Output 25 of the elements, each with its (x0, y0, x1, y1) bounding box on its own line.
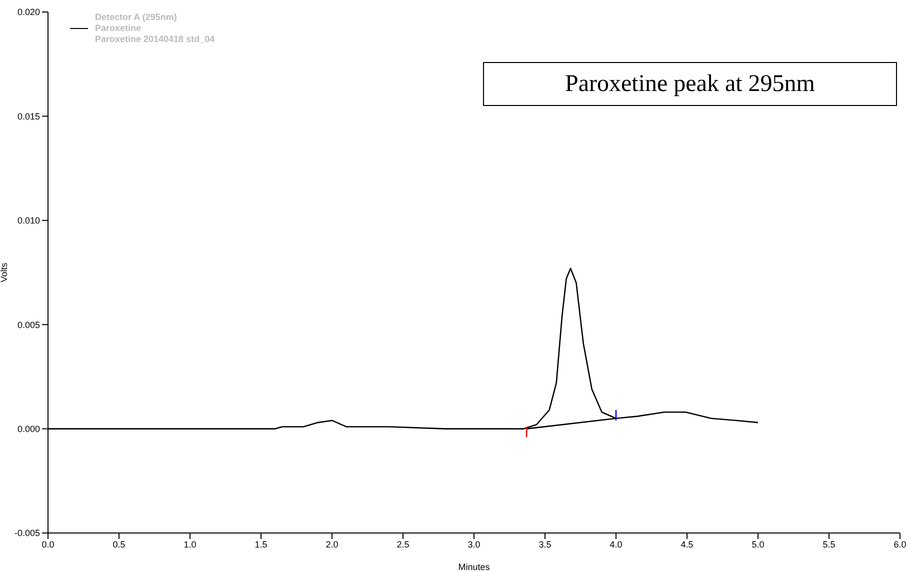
x-tick-label: 2.0 (326, 539, 338, 550)
x-tick-label: 6.0 (894, 539, 906, 550)
x-tick-label: 2.5 (396, 539, 410, 550)
y-tick-label: 0.000 (17, 424, 40, 434)
x-tick-label: 0.5 (112, 539, 126, 550)
y-tick-label: 0.005 (17, 320, 40, 330)
x-tick-label: 4.0 (610, 539, 622, 550)
x-tick-label: 5.0 (752, 539, 764, 550)
x-tick-label: 4.5 (680, 539, 694, 550)
legend-title: Detector A (295nm) (94, 12, 178, 23)
annotation: Paroxetine 20140418 std_04 (94, 34, 215, 45)
x-tick-label: 3.0 (468, 539, 480, 550)
y-tick-label: 0.015 (17, 111, 40, 122)
x-tick-label: 5.5 (822, 539, 836, 550)
x-tick-label: 0.0 (42, 539, 54, 550)
y-tick-label: -0.005 (14, 528, 40, 538)
x-tick-label: 1.5 (254, 539, 268, 550)
x-axis-title: Minutes (458, 562, 490, 572)
x-tick-label: 3.5 (538, 539, 552, 550)
y-tick-label: 0.010 (17, 216, 40, 226)
y-axis-title: Volts (0, 262, 10, 282)
legend-label: Paroxetine (95, 23, 142, 34)
x-tick-label: 1.0 (184, 539, 196, 550)
note-box: Paroxetine peak at 295nm (483, 62, 897, 106)
y-tick-label: 0.020 (17, 7, 40, 18)
